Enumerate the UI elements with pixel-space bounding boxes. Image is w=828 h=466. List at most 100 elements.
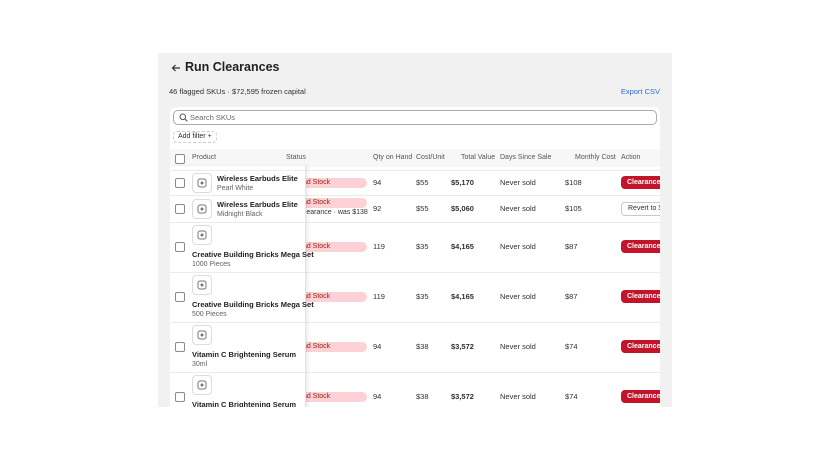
image-icon (197, 204, 207, 213)
total-value: $4,165 (451, 292, 474, 301)
row-divider (170, 272, 305, 273)
action-button[interactable]: Clearance (621, 390, 660, 403)
status-badge: Dead Stock (290, 198, 367, 208)
column-header: Monthly Cost (575, 154, 616, 161)
qty: 92 (373, 203, 382, 213)
image-icon (197, 330, 207, 340)
search-box[interactable]: Search SKUs (173, 110, 657, 125)
qty: 119 (373, 242, 385, 251)
days-since-sale: Never sold (500, 177, 536, 187)
days-since-sale: Never sold (500, 392, 536, 401)
row-divider (170, 322, 305, 323)
row-divider (170, 372, 660, 373)
product-image (192, 198, 212, 219)
row-checkbox[interactable] (175, 177, 185, 188)
row-checkbox[interactable] (175, 203, 185, 214)
cost: $35 (416, 242, 429, 251)
summary: 46 flagged SKUs · $72,595 frozen capital (169, 87, 306, 96)
status-badge: Dead Stock (290, 242, 367, 252)
total-value: $3,572 (451, 392, 474, 401)
days-since-sale: Never sold (500, 203, 536, 213)
product-name: Vitamin C Brightening Serum (192, 350, 297, 359)
product-variant: Pearl White (217, 184, 254, 192)
action-button[interactable]: Clearance (621, 175, 660, 189)
column-header: Total Value (461, 154, 496, 161)
days-since-sale: Never sold (500, 342, 536, 351)
column-header: Days Since Sale (500, 154, 552, 161)
row-divider (170, 170, 660, 171)
export-link[interactable]: Export CSV (620, 87, 660, 96)
product-variant: 500 Pieces (192, 311, 227, 318)
cost: $38 (416, 342, 429, 351)
monthly-cost: $108 (565, 177, 582, 187)
qty: 119 (373, 292, 385, 301)
monthly-cost: $87 (565, 242, 578, 251)
product-name: Wireless Earbuds Elite (217, 199, 298, 209)
monthly-cost: $105 (565, 203, 582, 213)
add-filter[interactable]: Add filter + (173, 131, 217, 143)
action-button[interactable]: Clearance (621, 290, 660, 303)
image-icon (197, 230, 207, 240)
status-badge: Dead Stock (290, 392, 367, 402)
header-checkbox[interactable] (175, 154, 185, 164)
action-button[interactable]: Revert to $138 (621, 201, 660, 216)
product-variant: 30ml (192, 361, 208, 368)
back-arrow[interactable] (171, 63, 181, 73)
column-header: Status (286, 154, 306, 161)
qty: 94 (373, 392, 382, 401)
qty: 94 (373, 177, 382, 187)
status-badge: Dead Stock (290, 342, 367, 352)
row-checkbox[interactable] (175, 292, 185, 302)
qty: 94 (373, 342, 382, 351)
product-variant: 1000 Pieces (192, 261, 231, 268)
cost: $35 (416, 292, 429, 301)
column-header: Cost/Unit (416, 154, 445, 161)
product-image (192, 225, 212, 245)
action-button[interactable]: Clearance (621, 340, 660, 353)
product-name: Creative Building Bricks Mega Set (192, 250, 314, 259)
row-divider (170, 372, 305, 373)
row-checkbox[interactable] (175, 392, 185, 402)
row-divider (170, 222, 305, 223)
search-icon (179, 113, 188, 122)
row-divider (170, 170, 305, 171)
status-badge: Dead Stock (290, 292, 367, 302)
cost: $55 (416, 203, 429, 213)
column-header: Action (621, 154, 641, 161)
product-name: Creative Building Bricks Mega Set (192, 300, 314, 309)
total-value: $5,170 (451, 177, 474, 187)
row-divider (170, 195, 660, 196)
total-value: $4,165 (451, 242, 474, 251)
product-image (192, 275, 212, 295)
status-badge: Dead Stock (290, 177, 367, 188)
image-icon (197, 280, 207, 290)
row-checkbox[interactable] (175, 342, 185, 352)
page-title: Run Clearances (185, 60, 280, 74)
search-placeholder: Search SKUs (190, 112, 236, 122)
total-value: $5,060 (451, 203, 474, 213)
monthly-cost: $87 (565, 292, 578, 301)
cost: $55 (416, 177, 429, 187)
action-button[interactable]: Clearance (621, 240, 660, 253)
panel: Run Clearances 46 flagged SKUs · $72,595… (158, 53, 672, 407)
product-name: Wireless Earbuds Elite (217, 173, 298, 183)
image-icon (197, 178, 207, 187)
product-image (192, 325, 212, 345)
row-divider (170, 222, 660, 223)
column-header: Product (192, 154, 217, 161)
row-checkbox[interactable] (175, 242, 185, 252)
days-since-sale: Never sold (500, 242, 536, 251)
row-divider (170, 195, 305, 196)
monthly-cost: $74 (565, 392, 578, 401)
product-image (192, 375, 212, 395)
table-header (170, 149, 660, 167)
row-divider (170, 322, 660, 323)
column-header: Qty on Hand (373, 154, 413, 161)
product-image (192, 172, 212, 193)
monthly-cost: $74 (565, 342, 578, 351)
status-note: On clearance · was $138 (290, 209, 368, 216)
total-value: $3,572 (451, 342, 474, 351)
days-since-sale: Never sold (500, 292, 536, 301)
product-name: Vitamin C Brightening Serum (192, 400, 297, 407)
